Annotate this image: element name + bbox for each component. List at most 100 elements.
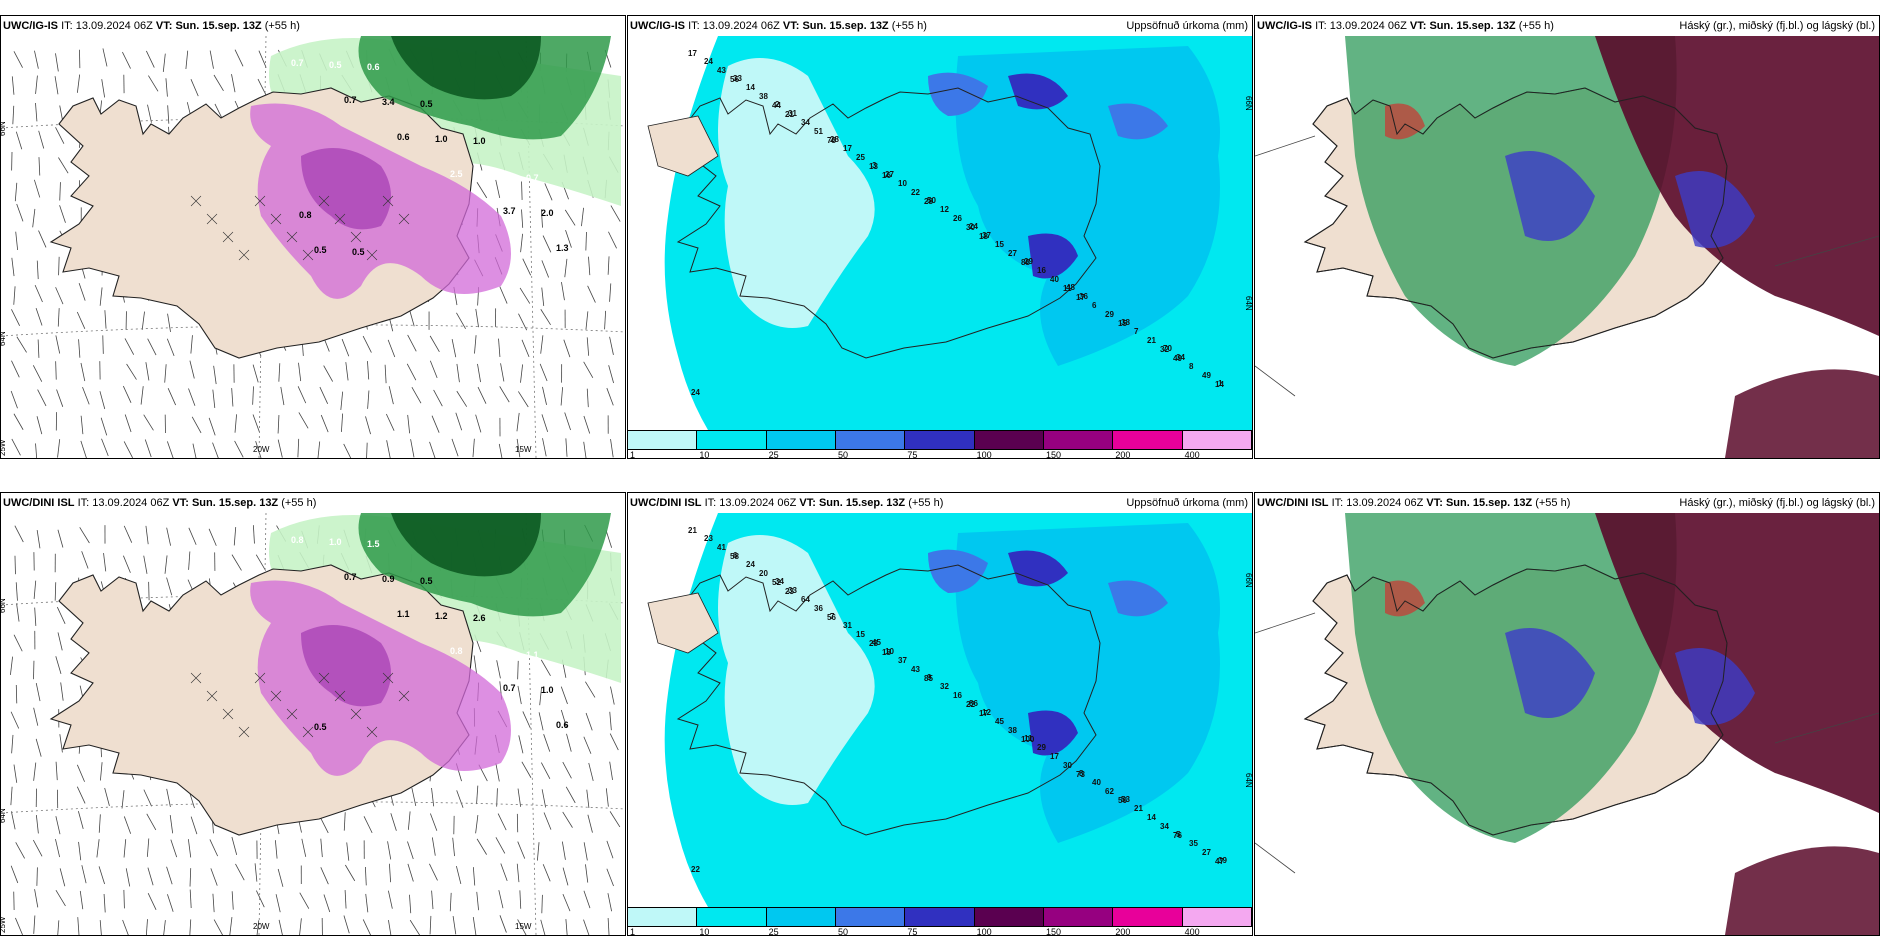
value-label: 17: [1076, 293, 1085, 302]
value-label: 56: [730, 75, 739, 84]
wind-barb: [277, 415, 280, 434]
wind-barb: [169, 814, 174, 834]
wind-barb: [299, 918, 302, 935]
wind-barb: [538, 712, 544, 731]
value-label: 0.6: [556, 720, 569, 730]
wind-barb: [431, 837, 436, 856]
wind-barb: [57, 789, 59, 809]
wind-barb: [99, 920, 103, 935]
value-label: 0.5: [314, 722, 327, 732]
wind-barb: [583, 361, 594, 378]
value-label: 1.2: [435, 611, 448, 621]
wind-barb: [562, 867, 569, 886]
wind-barb: [13, 891, 15, 911]
wind-barb: [588, 256, 591, 276]
wind-barb: [82, 387, 90, 405]
value-label: 0.5: [314, 245, 327, 255]
wind-barb: [143, 555, 148, 574]
wind-barb: [55, 816, 61, 835]
value-label: 2.0: [541, 208, 554, 218]
wind-barb: [411, 787, 417, 807]
wind-barb: [407, 811, 411, 830]
wind-barb: [409, 894, 412, 914]
wind-barb: [123, 74, 125, 94]
wind-barb: [167, 313, 171, 332]
wind-barb: [55, 335, 61, 354]
wind-barb: [587, 814, 593, 833]
wind-barb: [59, 734, 63, 753]
wind-barb: [231, 388, 234, 407]
graticule-line: [1, 324, 625, 337]
value-label: 35: [1189, 839, 1198, 848]
value-label: 30: [1063, 761, 1072, 770]
value-label: 5: [1176, 830, 1181, 839]
value-label: 15: [995, 240, 1004, 249]
colorbar-swatch: [905, 908, 975, 926]
value-label: 36: [1079, 292, 1088, 301]
wind-barb: [58, 256, 60, 276]
wind-barb: [234, 414, 237, 433]
wind-barb: [164, 555, 168, 574]
wind-barb: [607, 415, 609, 434]
value-label: 36: [814, 604, 823, 613]
value-label: 1.0: [473, 136, 486, 146]
value-label: 86: [969, 699, 978, 708]
mid-cloud: [1595, 36, 1879, 336]
value-label: 13: [869, 162, 878, 171]
value-label: 0.7: [291, 58, 304, 68]
wind-barb: [317, 441, 321, 458]
precip-fill-50: [928, 549, 988, 593]
wind-barb: [343, 915, 350, 934]
high-cloud: [1345, 36, 1677, 366]
value-label: 64N: [1, 808, 7, 823]
precip-fill-75: [1028, 710, 1078, 756]
wind-barb: [586, 337, 590, 356]
wind-barb: [363, 840, 365, 859]
value-label: 44: [772, 101, 781, 110]
wind-barb: [543, 734, 551, 752]
wind-barb: [54, 76, 59, 95]
wind-barb: [96, 839, 100, 858]
wind-barb: [495, 837, 506, 854]
wind-barb: [583, 736, 592, 754]
wind-barb: [407, 841, 414, 860]
value-label: 11: [1024, 734, 1033, 743]
wind-barb: [452, 916, 457, 935]
westfjords-land: [647, 115, 719, 177]
value-label: 43: [911, 665, 920, 674]
wind-barb: [190, 816, 198, 835]
value-label: 62: [1105, 787, 1114, 796]
wind-barb: [543, 812, 552, 830]
wind-barb: [212, 893, 215, 913]
wind-barb: [36, 867, 38, 886]
value-label: 27: [1202, 848, 1211, 857]
wind-barb: [209, 50, 214, 69]
value-label: 1.5: [367, 539, 380, 549]
value-label: 88: [1021, 258, 1030, 267]
wind-barb: [475, 814, 479, 834]
wind-barb: [451, 438, 459, 457]
wind-barb: [210, 868, 218, 886]
wind-barb: [521, 339, 530, 357]
panel-header: UWC/DINI ISL IT: 13.09.2024 06Z VT: Sun.…: [1, 493, 625, 513]
colorbar-label: 10: [699, 927, 710, 936]
hatch-mark: [318, 195, 330, 207]
colorbar-swatch: [1182, 908, 1252, 926]
value-label: 14: [746, 83, 755, 92]
wind-barb: [449, 892, 452, 912]
wind-barb: [278, 363, 281, 382]
value-label: 41: [717, 543, 726, 552]
value-label: 25W: [1, 439, 7, 456]
value-label: 6: [1092, 301, 1097, 310]
wind-barb: [55, 656, 62, 675]
hatch-mark: [334, 690, 346, 702]
wind-barb: [343, 443, 353, 458]
wind-barb: [521, 761, 532, 778]
wind-barb: [15, 842, 25, 859]
wind-barb: [608, 365, 614, 384]
value-label: 51: [814, 127, 823, 136]
wind-barb: [98, 814, 101, 833]
wind-barb: [455, 412, 463, 431]
wind-barb: [476, 838, 487, 855]
wind-barb: [541, 260, 550, 278]
